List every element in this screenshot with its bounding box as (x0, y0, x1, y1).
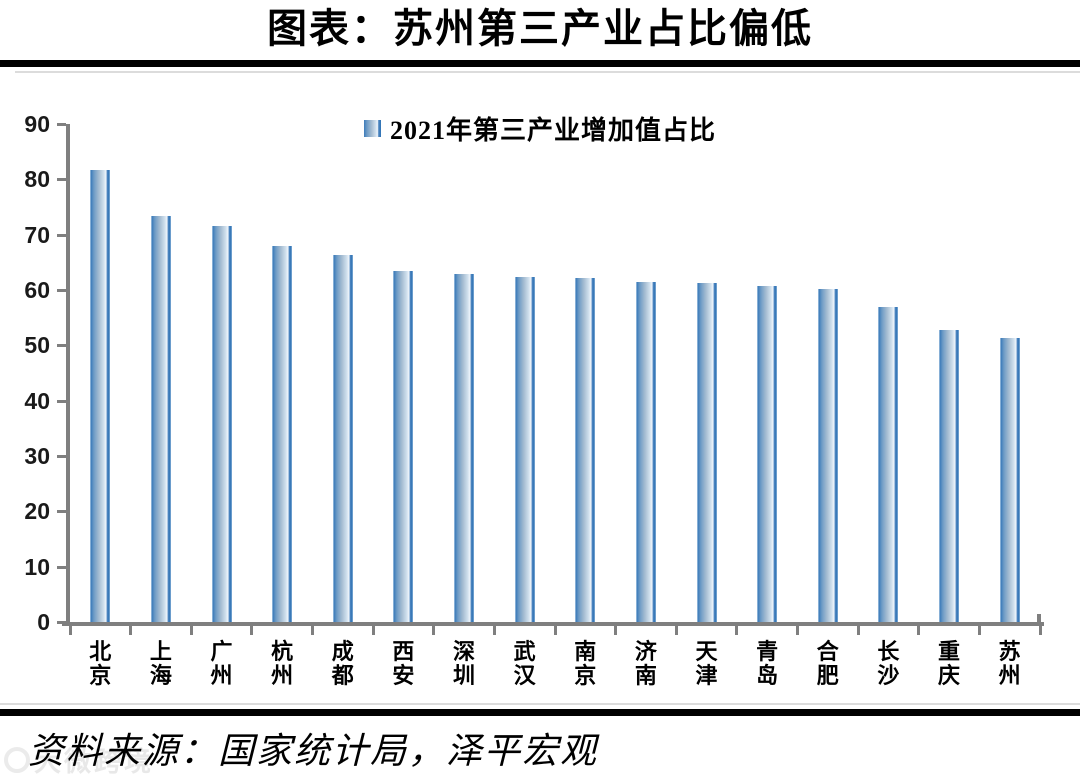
x-axis-tick (311, 626, 314, 635)
bar-4 (332, 254, 353, 622)
y-axis-label: 40 (24, 387, 50, 414)
y-axis-label: 50 (24, 332, 50, 359)
x-axis-tick (432, 626, 436, 635)
x-axis-label: 合 肥 (816, 639, 839, 688)
y-axis-tick (57, 123, 66, 126)
watermark-text: 大微跨境 (34, 747, 154, 777)
y-axis-tick (57, 565, 66, 569)
bar-0 (90, 169, 111, 622)
y-axis-tick (57, 344, 66, 348)
y-axis-tick (57, 510, 66, 514)
x-axis-label: 成 都 (331, 639, 354, 688)
x-axis-tick (614, 626, 618, 635)
x-axis-tick (674, 626, 678, 635)
top-divider-thin (15, 71, 1080, 73)
plot-area: 0 10 20 30 40 50 60 70 80 90 北 京 上 海 广 州 杭 州 成 都 西 安 深 圳… (24, 112, 1044, 688)
x-axis-label: 上 海 (149, 639, 172, 688)
x-axis-label: 天 津 (695, 639, 718, 688)
x-axis-tick (735, 626, 739, 635)
watermark-logo-icon (4, 746, 30, 773)
y-axis-label: 60 (24, 277, 50, 303)
y-axis-tick (57, 233, 66, 237)
bar-10 (696, 282, 717, 622)
y-axis-label: 80 (24, 166, 50, 193)
y-axis-label: 10 (24, 553, 50, 580)
x-axis-label: 青 岛 (756, 639, 779, 688)
bar-11 (757, 286, 778, 622)
bar-5 (393, 270, 414, 622)
x-axis-label: 武 汉 (513, 639, 536, 688)
bottom-divider-thick (0, 709, 1080, 716)
x-axis-tick (189, 626, 193, 635)
bar-13 (878, 306, 899, 622)
y-axis-label: 90 (24, 111, 50, 137)
y-axis-label: 20 (24, 498, 50, 525)
x-axis-line (62, 622, 1044, 626)
x-axis-tick (129, 626, 133, 635)
x-axis-tick (553, 626, 557, 635)
bar-8 (575, 278, 596, 622)
y-axis-label: 30 (24, 443, 50, 469)
chart-title: 图表：苏州第三产业占比偏低 (267, 6, 813, 51)
bar-6 (454, 273, 475, 622)
y-axis-tick (57, 289, 66, 292)
x-axis-tick (796, 626, 799, 635)
x-axis-tick (492, 626, 496, 635)
x-axis-label: 广 州 (210, 639, 233, 688)
bar-1 (150, 216, 171, 622)
y-axis-tick (57, 621, 66, 624)
bar-9 (635, 281, 656, 622)
x-axis-tick (856, 626, 860, 635)
watermark: 大微跨境 (4, 740, 154, 778)
bar-3 (272, 246, 293, 622)
x-axis-tick (977, 626, 981, 635)
y-axis-label: 70 (24, 221, 50, 248)
bar-2 (211, 225, 232, 622)
source-note: 资料来源：国家统计局，泽平宏观 (28, 731, 599, 771)
bar-7 (514, 277, 535, 622)
x-axis-label: 长 沙 (877, 639, 900, 688)
bar-12 (817, 288, 838, 622)
x-axis-label: 重 庆 (938, 639, 961, 688)
x-axis-label: 西 安 (392, 639, 415, 688)
y-axis-tick (57, 178, 66, 182)
x-axis-tick (1038, 626, 1042, 635)
y-axis-tick (57, 399, 66, 403)
x-axis-tick (250, 626, 254, 635)
x-axis-tick (68, 626, 72, 635)
x-axis-label: 苏 州 (998, 639, 1021, 688)
x-axis-label: 北 京 (89, 639, 112, 688)
bar-14 (939, 329, 960, 622)
x-axis-label: 杭 州 (271, 639, 294, 688)
x-axis-tick (371, 626, 375, 635)
x-axis-label: 南 京 (574, 639, 597, 688)
x-axis-label: 济 南 (634, 639, 657, 688)
bottom-divider-thin (0, 703, 1080, 705)
x-axis-end-tick (1037, 614, 1041, 622)
x-axis-label: 深 圳 (453, 639, 476, 688)
x-axis-tick (917, 626, 921, 635)
y-axis-line (66, 124, 70, 626)
top-divider-thick (0, 60, 1080, 67)
y-axis-label: 0 (37, 609, 50, 635)
bar-15 (999, 338, 1020, 622)
y-axis-tick (57, 455, 66, 458)
